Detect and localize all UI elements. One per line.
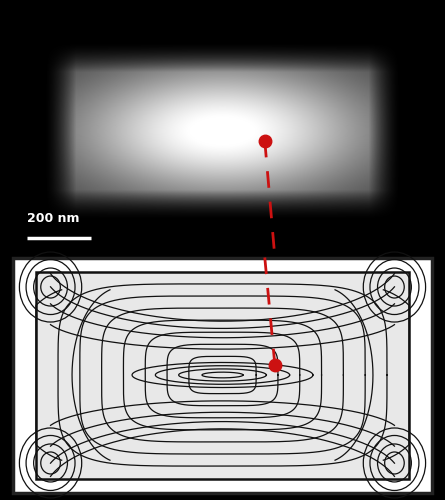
Bar: [36, 272, 409, 478]
Text: 200 nm: 200 nm: [27, 212, 79, 224]
Bar: [13, 258, 432, 492]
